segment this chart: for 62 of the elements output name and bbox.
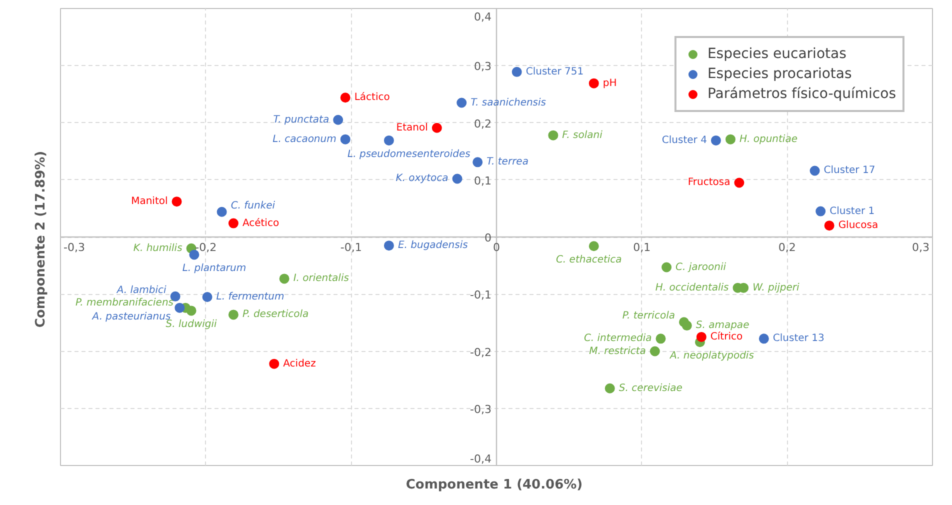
data-label: M. restricta — [589, 346, 646, 357]
data-label: H. occidentalis — [655, 282, 729, 294]
y-axis-title: Componente 2 (17.89%) — [34, 150, 48, 328]
data-label: Glucosa — [838, 220, 878, 232]
y-tick-label: 0,2 — [474, 117, 492, 130]
data-label: Cluster 4 — [662, 134, 707, 146]
y-tick-label: 0,1 — [474, 174, 492, 188]
data-label: S. amapae — [696, 320, 750, 332]
data-label: P. terricola — [622, 310, 675, 322]
data-label: Cluster 13 — [772, 333, 824, 344]
x-axis-title: Componente 1 (40.06%) — [406, 478, 583, 492]
x-tick-label: 0,3 — [912, 241, 930, 254]
data-label: C. intermedia — [584, 333, 652, 344]
data-label: K. oxytoca — [396, 173, 448, 184]
y-tick-label: -0,4 — [470, 452, 492, 466]
data-label: C. ethacetica — [556, 254, 622, 266]
y-tick-label: 0,3 — [474, 60, 492, 74]
data-label: C. jaroonii — [676, 262, 726, 273]
data-label: Acético — [242, 218, 280, 229]
data-label: H. opuntiae — [739, 134, 798, 145]
y-tick-label: -0,2 — [470, 346, 492, 359]
y-tick-label: -0,3 — [470, 402, 492, 416]
legend-label: Parámetros físico-químicos — [707, 86, 896, 102]
data-label: L. plantarum — [182, 263, 246, 274]
data-label: Cítrico — [710, 331, 743, 342]
data-label: Cluster 1 — [830, 206, 875, 217]
data-label: A. lambici — [116, 284, 167, 296]
data-label: Láctico — [354, 92, 390, 104]
data-label: Fructosa — [688, 177, 730, 188]
data-label: W. pijperi — [752, 282, 800, 294]
data-label: S. cerevisiae — [618, 382, 682, 394]
data-label: K. humilis — [133, 242, 182, 254]
data-label: T. saanichensis — [470, 97, 546, 108]
x-tick-label: -0,1 — [340, 241, 362, 254]
data-label: L. fermentum — [216, 291, 284, 302]
data-label: L. cacaonum — [272, 134, 337, 145]
data-label: L. pseudomesenteroides — [348, 148, 470, 160]
data-label: P. membranifaciens — [76, 297, 174, 308]
x-tick-label: 0 — [493, 241, 500, 254]
y-tick-label: 0 — [484, 232, 492, 244]
data-label: Manitol — [131, 196, 168, 208]
x-tick-label: -0,2 — [195, 241, 217, 254]
y-tick-label: 0,4 — [474, 10, 492, 24]
data-label: Acidez — [283, 358, 316, 370]
data-label: T. terrea — [486, 156, 528, 168]
data-label: Cluster 17 — [824, 165, 876, 176]
legend-label: Especies procariotas — [707, 66, 852, 82]
x-tick-label: 0,1 — [633, 241, 651, 254]
data-label: F. solani — [562, 130, 603, 141]
data-label: I. orientalis — [293, 273, 349, 284]
x-tick-label: 0,2 — [778, 241, 796, 254]
data-label: Etanol — [396, 122, 428, 134]
data-label: A. neoplatypodis — [669, 350, 754, 362]
x-tick-label: -0,3 — [64, 241, 85, 254]
data-label: E. bugadensis — [398, 240, 468, 252]
data-label: Cluster 751 — [526, 66, 584, 78]
data-label: C. funkei — [230, 200, 276, 212]
y-tick-label: -0,1 — [470, 288, 492, 302]
data-label: P. deserticola — [242, 309, 309, 320]
data-label: T. punctata — [273, 114, 330, 126]
legend-label: Especies eucariotas — [707, 46, 846, 62]
data-label: pH — [602, 78, 617, 89]
